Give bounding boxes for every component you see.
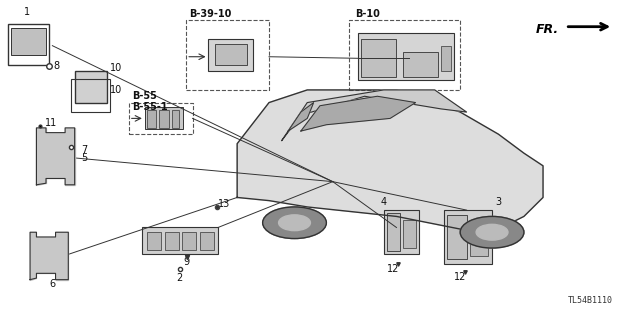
Text: 6: 6 xyxy=(49,279,55,289)
Text: 4: 4 xyxy=(381,197,387,207)
Polygon shape xyxy=(36,128,75,185)
Bar xyxy=(384,210,419,254)
Bar xyxy=(75,71,106,103)
Text: 8: 8 xyxy=(54,61,60,71)
Bar xyxy=(186,20,269,90)
Text: 9: 9 xyxy=(183,257,189,267)
Circle shape xyxy=(262,207,326,239)
Text: B-10: B-10 xyxy=(355,9,380,19)
Bar xyxy=(349,20,460,90)
Bar xyxy=(147,110,156,128)
Text: FR.: FR. xyxy=(536,23,559,36)
Bar xyxy=(444,210,492,264)
Text: 7: 7 xyxy=(81,145,87,155)
Circle shape xyxy=(278,215,310,231)
Bar xyxy=(358,33,454,80)
Text: B-39-10: B-39-10 xyxy=(189,9,232,19)
Text: 2: 2 xyxy=(177,273,183,283)
Bar xyxy=(147,232,161,250)
Bar xyxy=(172,110,179,128)
Text: 11: 11 xyxy=(45,118,57,128)
Circle shape xyxy=(460,216,524,248)
Polygon shape xyxy=(30,232,68,280)
Bar xyxy=(182,232,196,250)
Bar xyxy=(403,219,415,248)
Bar xyxy=(11,28,46,55)
Text: 12: 12 xyxy=(387,263,399,274)
Text: 13: 13 xyxy=(218,199,230,209)
Bar xyxy=(43,137,72,169)
Text: 10: 10 xyxy=(109,85,122,95)
Bar xyxy=(141,227,218,254)
Text: 10: 10 xyxy=(109,63,122,73)
Bar xyxy=(441,46,451,71)
Bar xyxy=(8,24,49,65)
Bar xyxy=(362,39,396,77)
Bar xyxy=(164,232,179,250)
Text: B-55: B-55 xyxy=(132,91,157,101)
Polygon shape xyxy=(282,90,467,141)
Bar xyxy=(447,215,467,259)
Text: TL54B1110: TL54B1110 xyxy=(568,296,613,305)
Circle shape xyxy=(476,224,508,240)
Text: 5: 5 xyxy=(81,153,87,163)
Polygon shape xyxy=(301,96,415,131)
Bar xyxy=(209,39,253,71)
Bar xyxy=(129,103,193,134)
Bar xyxy=(470,221,488,256)
Polygon shape xyxy=(288,103,314,131)
Bar xyxy=(215,44,246,65)
Bar xyxy=(403,52,438,77)
Bar xyxy=(159,110,169,128)
Text: 3: 3 xyxy=(495,197,501,207)
Polygon shape xyxy=(237,90,543,229)
Text: 12: 12 xyxy=(454,271,466,281)
Text: 1: 1 xyxy=(24,7,30,18)
Text: B-55-1: B-55-1 xyxy=(132,102,168,112)
Bar xyxy=(387,213,399,251)
Bar xyxy=(200,232,214,250)
Bar xyxy=(145,107,183,130)
Bar xyxy=(72,79,109,112)
